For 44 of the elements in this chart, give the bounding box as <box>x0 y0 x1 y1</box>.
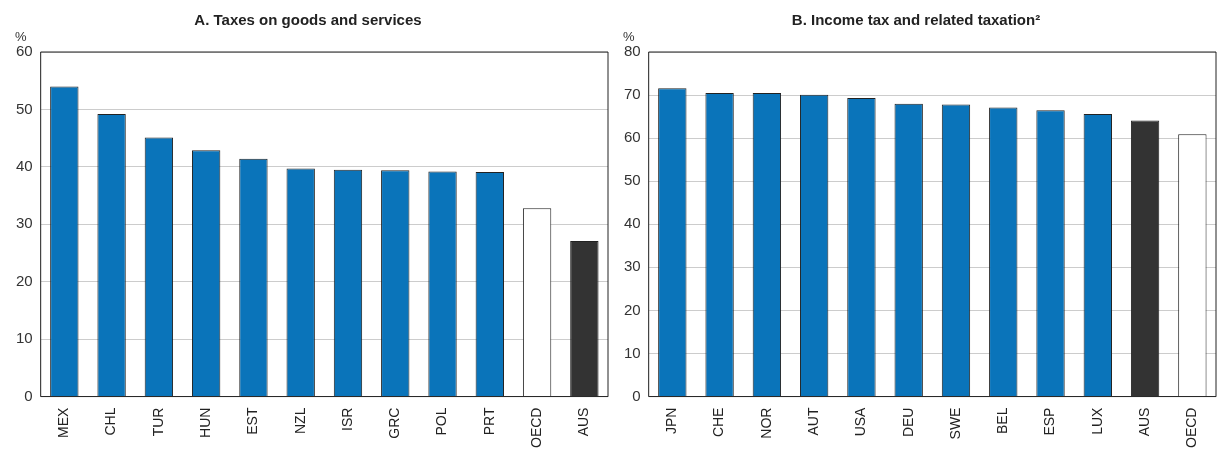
y-tick-label: 40 <box>624 214 641 232</box>
x-tick-label: NZL <box>291 407 308 434</box>
y-tick-label: 30 <box>624 257 641 275</box>
x-tick-label: PRT <box>480 407 497 436</box>
x-tick-label: AUS <box>1135 407 1152 437</box>
x-tick-label: ESP <box>1041 407 1058 436</box>
y-tick-label: 40 <box>16 156 33 174</box>
y-tick-label: 0 <box>632 386 641 404</box>
x-tick-label: OECD <box>1183 407 1200 448</box>
x-tick-label: GRC <box>386 407 403 439</box>
x-tick-label: AUT <box>805 407 822 436</box>
y-tick-label: 50 <box>624 171 641 189</box>
y-tick-label: 80 <box>624 42 641 60</box>
x-tick-label: DEU <box>899 407 916 438</box>
y-axis-title: % <box>623 29 636 45</box>
x-tick-label: TUR <box>149 407 166 437</box>
x-tick-label: BEL <box>994 407 1011 435</box>
x-tick-label: LUX <box>1088 406 1105 435</box>
x-tick-label: HUN <box>197 407 214 438</box>
x-tick-label: CHE <box>710 407 727 438</box>
chart-title: A. Taxes on goods and services <box>194 11 422 29</box>
y-tick-label: 70 <box>624 85 641 103</box>
x-tick-label: EST <box>244 407 261 435</box>
y-tick-label: 10 <box>16 329 33 347</box>
x-tick-label: POL <box>433 407 450 436</box>
x-tick-label: AUS <box>575 407 592 437</box>
y-tick-label: 60 <box>624 128 641 146</box>
x-tick-label: MEX <box>55 406 72 438</box>
x-tick-label: CHL <box>102 407 119 436</box>
x-tick-label: USA <box>852 406 869 437</box>
y-tick-label: 20 <box>16 271 33 289</box>
chart-title: B. Income tax and related taxation² <box>791 11 1041 29</box>
x-tick-label: OECD <box>527 407 544 448</box>
x-tick-label: NOR <box>757 407 774 439</box>
x-tick-label: JPN <box>663 407 680 434</box>
y-tick-label: 0 <box>24 386 33 404</box>
x-tick-label: ISR <box>338 407 355 431</box>
y-tick-label: 50 <box>16 99 33 117</box>
y-tick-label: 60 <box>16 42 33 60</box>
y-axis-title: % <box>15 29 28 45</box>
y-tick-label: 20 <box>624 300 641 318</box>
y-tick-label: 10 <box>624 343 641 361</box>
x-tick-label: SWE <box>946 407 963 440</box>
y-tick-label: 30 <box>16 214 33 232</box>
